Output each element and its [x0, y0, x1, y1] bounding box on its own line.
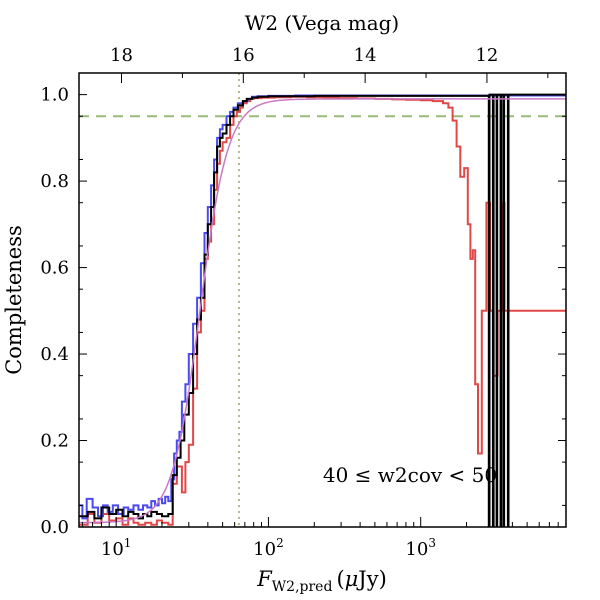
y-tick-label: 0.0: [40, 517, 69, 538]
x-tick-label: 101: [101, 536, 132, 560]
reference-lines: [79, 73, 566, 527]
x-tick-label: 102: [253, 536, 284, 560]
x-label-unit-pre: (: [336, 567, 344, 591]
top-tick-label: 18: [110, 45, 133, 66]
y-tick-label: 1.0: [40, 85, 69, 106]
top-tick-label: 14: [354, 45, 377, 66]
series-line-4: [79, 98, 566, 524]
series-line-3: [79, 93, 566, 527]
x-label-sub: W2,pred: [272, 579, 333, 595]
plot-frame: [78, 72, 567, 528]
annotation: 40 ≤ w2cov < 50: [323, 463, 497, 487]
x-label-unit-post: Jy): [356, 567, 386, 591]
x-tick-label: 103: [405, 536, 436, 560]
x-label-main: F: [256, 567, 273, 591]
y-tick-label: 0.2: [40, 431, 69, 452]
top-axis-label: W2 (Vega mag): [245, 11, 399, 35]
y-axis-label: Completeness: [2, 225, 26, 375]
annotation-text: 40 ≤ w2cov < 50: [323, 463, 497, 487]
y-tick-label: 0.8: [40, 171, 69, 192]
top-tick-label: 12: [475, 45, 498, 66]
top-tick-label: 16: [232, 45, 255, 66]
y-tick-label: 0.6: [40, 258, 69, 279]
data-series: [79, 93, 566, 527]
series-line-2: [79, 94, 566, 520]
y-tick-label: 0.4: [40, 344, 69, 365]
x-label-unit-mu: μ: [345, 567, 359, 591]
x-axis-label: FW2,pred (μJy): [256, 567, 387, 595]
axis-ticks: 0.0 0.2 0.4 0.6 0.8 1.0 101 102 103 18 16 14 12: [40, 45, 566, 560]
